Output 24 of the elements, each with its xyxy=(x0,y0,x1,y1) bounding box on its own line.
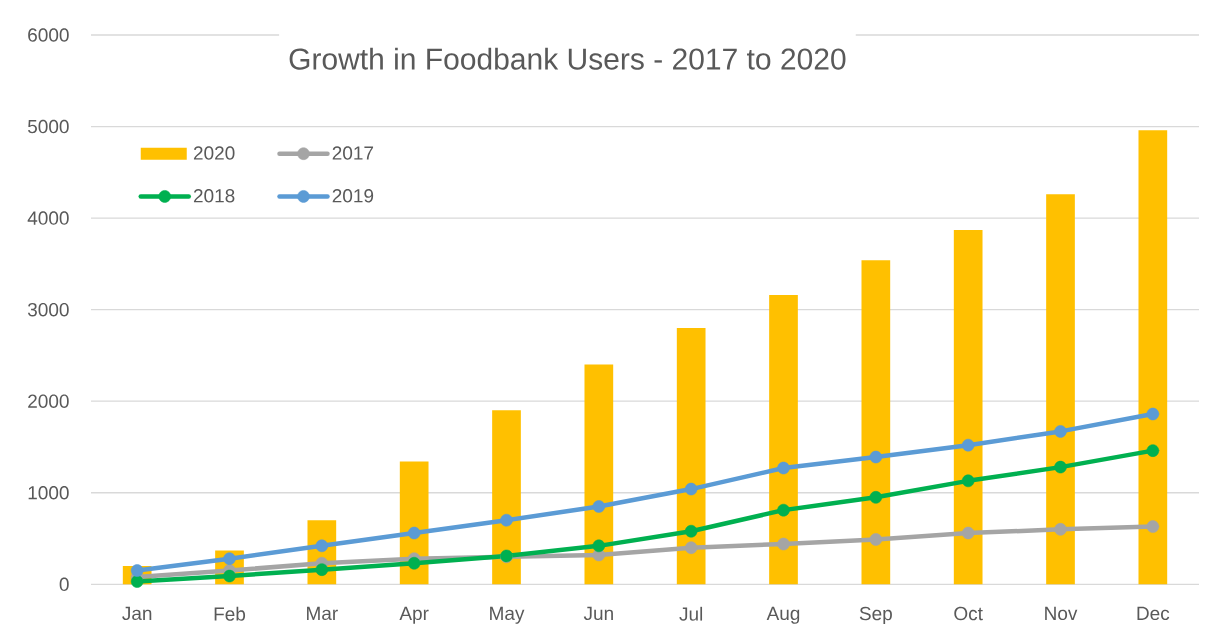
legend-label: 2018 xyxy=(193,189,235,203)
chart-title: Growth in Foodbank Users - 2017 to 2020 xyxy=(289,47,846,70)
x-tick-label: Mar xyxy=(307,606,338,621)
x-tick-label: Apr xyxy=(399,606,429,624)
y-tick-label: 5000 xyxy=(27,119,69,134)
legend-label: 2017 xyxy=(332,146,374,160)
x-tick-label: Dec xyxy=(1137,606,1170,621)
x-tick-label: Feb xyxy=(214,606,246,621)
legend-label: 2019 xyxy=(332,189,374,203)
y-tick-label: 3000 xyxy=(27,302,69,317)
x-tick-label: Aug xyxy=(766,606,800,624)
x-tick-label: Jun xyxy=(583,606,613,621)
y-tick-label: 1000 xyxy=(28,486,69,500)
x-tick-label: Oct xyxy=(954,606,983,621)
x-tick-label: Jan xyxy=(122,606,152,621)
y-tick-label: 2000 xyxy=(28,394,69,408)
legend-label: 2020 xyxy=(193,146,235,160)
x-tick-label: Jul xyxy=(679,606,703,621)
y-tick-label: 0 xyxy=(59,577,69,592)
x-tick-label: Sep xyxy=(859,606,892,625)
y-tick-label: 4000 xyxy=(27,211,69,225)
y-tick-label: 6000 xyxy=(28,28,69,42)
x-tick-label: Nov xyxy=(1045,606,1078,621)
x-tick-label: May xyxy=(490,606,525,624)
